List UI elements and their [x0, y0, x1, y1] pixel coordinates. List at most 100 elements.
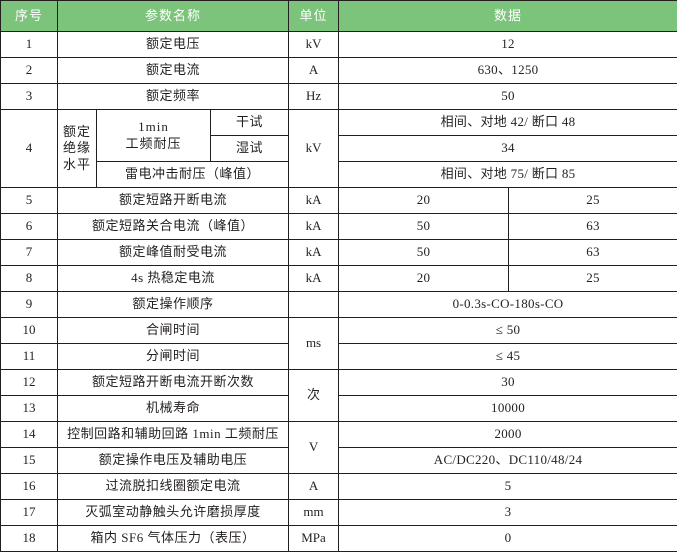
row-index: 7	[1, 240, 58, 266]
table-row: 14 控制回路和辅助回路 1min 工频耐压 V 2000	[1, 422, 677, 448]
row-data: 630、1250	[339, 58, 677, 84]
power-frequency-line-1: 1min	[99, 119, 208, 135]
table-row: 11 分闸时间 ≤ 45	[1, 344, 677, 370]
row-data: ≤ 50	[339, 318, 677, 344]
power-frequency-withstand-label: 1min 工频耐压	[97, 110, 211, 162]
insulation-label-line-2: 绝缘	[60, 140, 94, 156]
row-unit: kA	[289, 266, 339, 292]
row-data: 50	[339, 84, 677, 110]
row-data: 30	[339, 370, 677, 396]
row-data: AC/DC220、DC110/48/24	[339, 448, 677, 474]
table-row: 9 额定操作顺序 0-0.3s-CO-180s-CO	[1, 292, 677, 318]
row-unit: kA	[289, 188, 339, 214]
row-data-right: 63	[509, 214, 677, 240]
row-unit: kA	[289, 240, 339, 266]
row-parameter-name: 分闸时间	[58, 344, 289, 370]
row-unit: A	[289, 58, 339, 84]
row-index: 5	[1, 188, 58, 214]
row-index: 16	[1, 474, 58, 500]
row-parameter-name: 灭弧室动静触头允许磨损厚度	[58, 500, 289, 526]
row-parameter-name: 箱内 SF6 气体压力（表压）	[58, 526, 289, 552]
row-data: 3	[339, 500, 677, 526]
row-index: 4	[1, 110, 58, 188]
wet-test-label: 湿试	[211, 136, 289, 162]
table-row: 15 额定操作电压及辅助电压 AC/DC220、DC110/48/24	[1, 448, 677, 474]
insulation-row-impulse: 雷电冲击耐压（峰值） 相间、对地 75/ 断口 85	[1, 162, 677, 188]
row-index: 14	[1, 422, 58, 448]
table-row: 5 额定短路开断电流 kA 20 25	[1, 188, 677, 214]
row-parameter-name: 额定峰值耐受电流	[58, 240, 289, 266]
row-parameter-name: 4s 热稳定电流	[58, 266, 289, 292]
row-index: 6	[1, 214, 58, 240]
row-data-right: 25	[509, 266, 677, 292]
row-unit: kV	[289, 32, 339, 58]
row-unit: MPa	[289, 526, 339, 552]
row-parameter-name: 额定电压	[58, 32, 289, 58]
row-parameter-name: 额定短路开断电流	[58, 188, 289, 214]
insulation-level-label: 额定 绝缘 水平	[58, 110, 97, 188]
table-row: 7 额定峰值耐受电流 kA 50 63	[1, 240, 677, 266]
row-data: 12	[339, 32, 677, 58]
table-row: 17 灭弧室动静触头允许磨损厚度 mm 3	[1, 500, 677, 526]
table-row: 18 箱内 SF6 气体压力（表压） MPa 0	[1, 526, 677, 552]
header-index: 序号	[1, 1, 58, 32]
table-row: 2 额定电流 A 630、1250	[1, 58, 677, 84]
row-index: 18	[1, 526, 58, 552]
header-parameter: 参数名称	[58, 1, 289, 32]
insulation-label-line-1: 额定	[60, 124, 94, 140]
table-row: 3 额定频率 Hz 50	[1, 84, 677, 110]
row-parameter-name: 合闸时间	[58, 318, 289, 344]
row-index: 11	[1, 344, 58, 370]
row-parameter-name: 额定短路开断电流开断次数	[58, 370, 289, 396]
wet-test-value: 34	[339, 136, 677, 162]
dry-test-label: 干试	[211, 110, 289, 136]
row-parameter-name: 控制回路和辅助回路 1min 工频耐压	[58, 422, 289, 448]
row-index: 13	[1, 396, 58, 422]
row-data: 0-0.3s-CO-180s-CO	[339, 292, 677, 318]
row-index: 1	[1, 32, 58, 58]
table-row: 13 机械寿命 10000	[1, 396, 677, 422]
header-unit: 单位	[289, 1, 339, 32]
row-data: 10000	[339, 396, 677, 422]
row-data: ≤ 45	[339, 344, 677, 370]
row-parameter-name: 额定电流	[58, 58, 289, 84]
row-index: 12	[1, 370, 58, 396]
row-index: 17	[1, 500, 58, 526]
insulation-row-dry: 4 额定 绝缘 水平 1min 工频耐压 干试 kV 相间、对地 42/ 断口 …	[1, 110, 677, 136]
row-parameter-name: 额定操作电压及辅助电压	[58, 448, 289, 474]
dry-test-value: 相间、对地 42/ 断口 48	[339, 110, 677, 136]
insulation-unit: kV	[289, 110, 339, 188]
row-parameter-name: 机械寿命	[58, 396, 289, 422]
lightning-impulse-label: 雷电冲击耐压（峰值）	[97, 162, 289, 188]
row-unit-volt: V	[289, 422, 339, 474]
row-data-left: 50	[339, 214, 509, 240]
row-unit-times: 次	[289, 370, 339, 422]
row-data: 0	[339, 526, 677, 552]
row-unit: kA	[289, 214, 339, 240]
lightning-impulse-value: 相间、对地 75/ 断口 85	[339, 162, 677, 188]
row-parameter-name: 额定短路关合电流（峰值）	[58, 214, 289, 240]
table-row: 10 合闸时间 ms ≤ 50	[1, 318, 677, 344]
table-row: 6 额定短路关合电流（峰值） kA 50 63	[1, 214, 677, 240]
row-data: 5	[339, 474, 677, 500]
row-data-right: 63	[509, 240, 677, 266]
table-row: 12 额定短路开断电流开断次数 次 30	[1, 370, 677, 396]
row-data-left: 20	[339, 188, 509, 214]
row-unit-ms: ms	[289, 318, 339, 370]
table-row: 1 额定电压 kV 12	[1, 32, 677, 58]
row-index: 10	[1, 318, 58, 344]
row-data: 2000	[339, 422, 677, 448]
row-data-left: 20	[339, 266, 509, 292]
insulation-label-line-3: 水平	[60, 157, 94, 173]
row-unit: Hz	[289, 84, 339, 110]
row-index: 3	[1, 84, 58, 110]
row-parameter-name: 过流脱扣线圈额定电流	[58, 474, 289, 500]
row-unit	[289, 292, 339, 318]
table-row: 8 4s 热稳定电流 kA 20 25	[1, 266, 677, 292]
row-unit: mm	[289, 500, 339, 526]
row-data-right: 25	[509, 188, 677, 214]
row-index: 15	[1, 448, 58, 474]
table-header-row: 序号 参数名称 单位 数据	[1, 1, 677, 32]
row-data-left: 50	[339, 240, 509, 266]
